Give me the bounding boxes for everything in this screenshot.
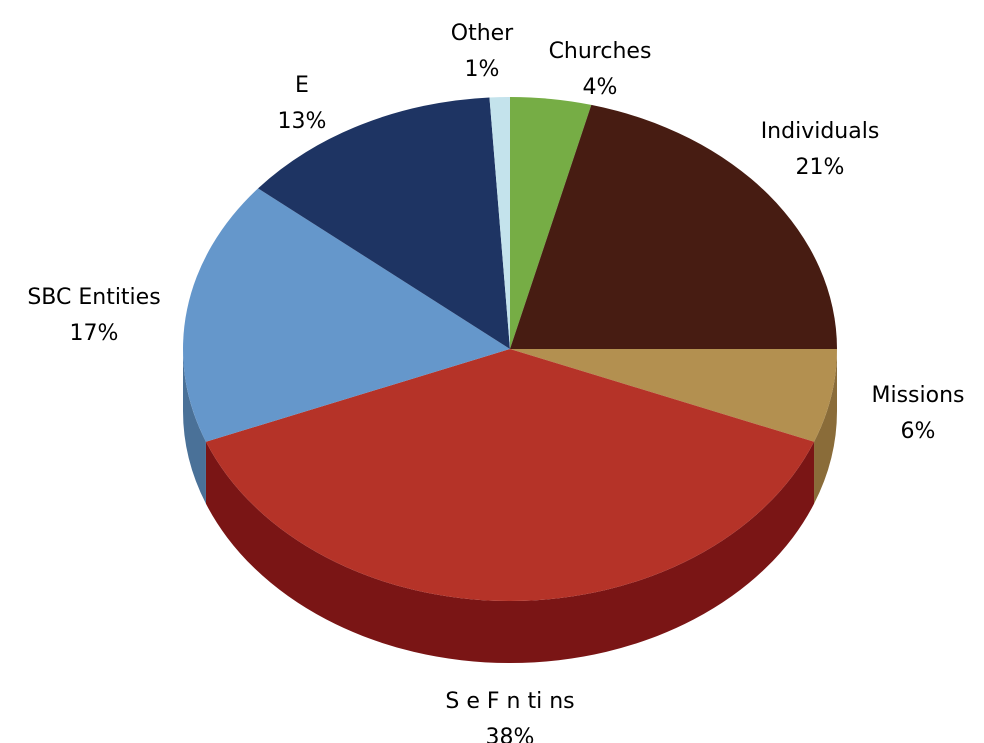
slice-percent-label: 13%: [278, 109, 327, 134]
slice-percent-label: 17%: [70, 321, 119, 346]
slice-percent-label: 21%: [796, 155, 845, 180]
pie-slice-individuals: [510, 104, 837, 349]
pie-slice-s-e-f-n-ti-ns: [205, 349, 815, 602]
slice-name-label: S e F n ti ns: [445, 689, 574, 714]
pie-side-s-e-f-n-ti-ns: [205, 441, 815, 664]
slice-name-label: Individuals: [761, 119, 880, 144]
pie-3d-sides: [183, 349, 837, 664]
pie-labels: Churches 4% Individuals 21% Missions 6% S e F …: [27, 21, 964, 743]
pie-slices: [183, 97, 837, 602]
pie-slice-churches: [510, 97, 592, 349]
pie-side-sbc-entities: [183, 349, 206, 504]
slice-percent-label: 38%: [486, 725, 535, 743]
pie-slice-other: [489, 97, 510, 349]
data-label-e: E 13%: [278, 73, 327, 134]
data-label-churches: Churches 4%: [549, 39, 652, 100]
pie-slice-missions: [510, 349, 837, 442]
data-label-missions: Missions 6%: [872, 383, 965, 444]
pie-slice-sbc-entities: [183, 188, 510, 442]
data-label-individuals: Individuals 21%: [761, 119, 880, 180]
slice-name-label: SBC Entities: [27, 285, 160, 310]
slice-percent-label: 1%: [465, 57, 500, 82]
data-label-sbc-entities: SBC Entities 17%: [27, 285, 160, 346]
slice-name-label: Missions: [872, 383, 965, 408]
slice-percent-label: 4%: [583, 75, 618, 100]
slice-name-label: E: [295, 73, 309, 98]
data-label-other: Other 1%: [451, 21, 514, 82]
slice-name-label: Other: [451, 21, 514, 46]
slice-percent-label: 6%: [901, 419, 936, 444]
data-label-s-e-f-n-ti-ns: S e F n ti ns 38%: [445, 689, 574, 743]
pie-side-missions: [814, 349, 837, 504]
pie-slice-e: [258, 97, 510, 350]
slice-name-label: Churches: [549, 39, 652, 64]
